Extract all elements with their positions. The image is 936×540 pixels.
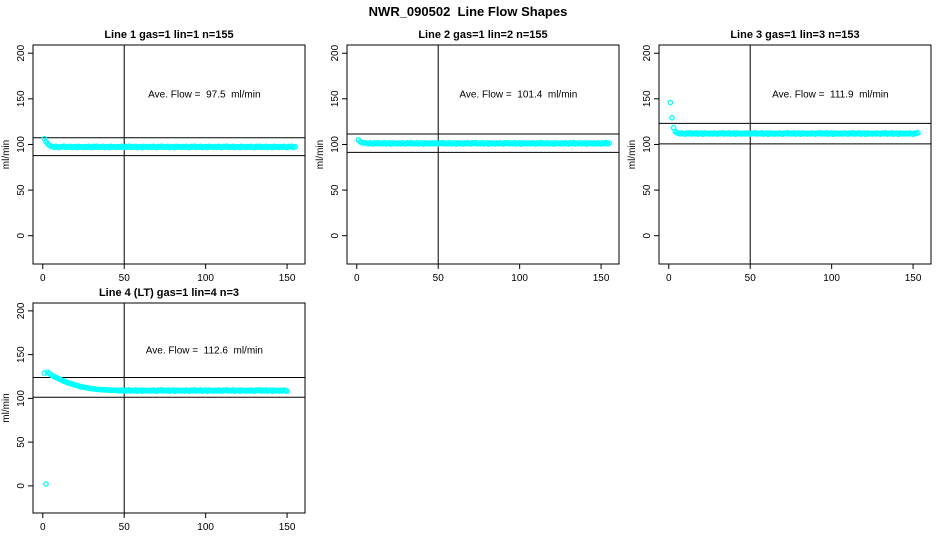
y-tick-label: 100	[330, 136, 341, 153]
main-title: NWR_090502 Line Flow Shapes	[368, 4, 568, 19]
y-tick-label: 0	[16, 483, 27, 489]
y-tick-label: 50	[16, 436, 27, 448]
data-point	[667, 99, 674, 106]
y-tick-label: 100	[16, 390, 27, 407]
x-tick-label: 50	[119, 522, 131, 533]
data-point	[915, 129, 921, 136]
y-tick-label: 50	[330, 184, 341, 196]
subplot-line-4: 0 50 100 150 0 50 100 150 200 ml/min Line 4 (LT) g…	[1, 287, 306, 533]
subplot-line-1: 0 50 100 150 0 50 100 150 200 ml/min Line 1 gas=1 …	[1, 29, 306, 284]
avg-flow-annotation: Ave. Flow = 111.9 ml/min	[772, 90, 888, 101]
x-tick-label: 0	[666, 273, 672, 284]
y-axis-label: ml/min	[627, 140, 638, 169]
data-points	[41, 135, 299, 151]
plot-box	[346, 44, 620, 265]
y-axis-label: ml/min	[1, 140, 12, 169]
y-tick-label: 200	[16, 302, 27, 319]
x-tick-label: 100	[197, 522, 214, 533]
y-tick-label: 150	[16, 346, 27, 363]
x-tick-label: 150	[279, 522, 296, 533]
data-points	[667, 99, 921, 138]
data-points	[355, 136, 613, 147]
subplot-line-3: 0 50 100 150 0 50 100 150 200 ml/min Line 3 gas=1 …	[627, 29, 932, 284]
x-tick-label: 100	[197, 273, 214, 284]
x-tick-label: 0	[354, 273, 360, 284]
subplot-title: Line 4 (LT) gas=1 lin=4 n=3	[99, 287, 239, 299]
avg-flow-annotation: Ave. Flow = 97.5 ml/min	[148, 90, 260, 101]
subplot-title: Line 1 gas=1 lin=1 n=155	[104, 29, 233, 41]
x-tick-label: 150	[905, 273, 922, 284]
data-point	[284, 388, 290, 395]
x-tick-label: 150	[593, 273, 610, 284]
data-points	[41, 369, 290, 487]
y-tick-label: 0	[642, 232, 653, 238]
y-tick-label: 50	[16, 184, 27, 196]
y-tick-label: 150	[642, 90, 653, 107]
data-point	[292, 143, 299, 150]
y-axis-label: ml/min	[1, 393, 12, 422]
subplot-line-2: 0 50 100 150 0 50 100 150 200 ml/min Line 2 gas=1 …	[315, 29, 620, 284]
x-tick-label: 0	[40, 522, 46, 533]
y-tick-label: 200	[330, 44, 341, 61]
x-tick-label: 50	[119, 273, 131, 284]
y-tick-label: 150	[330, 90, 341, 107]
avg-flow-annotation: Ave. Flow = 112.6 ml/min	[146, 345, 263, 356]
y-tick-label: 100	[642, 136, 653, 153]
x-tick-label: 50	[745, 273, 757, 284]
avg-flow-annotation: Ave. Flow = 101.4 ml/min	[459, 90, 577, 101]
y-tick-label: 0	[330, 232, 341, 238]
plot-box	[658, 44, 932, 265]
x-tick-label: 100	[823, 273, 840, 284]
subplot-title: Line 2 gas=1 lin=2 n=155	[418, 29, 547, 41]
x-tick-label: 150	[279, 273, 296, 284]
y-tick-label: 50	[642, 184, 653, 196]
x-tick-label: 50	[433, 273, 445, 284]
x-tick-label: 100	[511, 273, 528, 284]
y-tick-label: 200	[642, 44, 653, 61]
y-tick-label: 100	[16, 136, 27, 153]
subplot-title: Line 3 gas=1 lin=3 n=153	[730, 29, 859, 41]
y-tick-label: 200	[16, 44, 27, 61]
data-point	[606, 140, 613, 147]
data-point	[669, 114, 675, 121]
y-tick-label: 150	[16, 90, 27, 107]
y-tick-label: 0	[16, 232, 27, 238]
data-point	[43, 481, 49, 487]
plot-box	[32, 302, 306, 514]
x-tick-label: 0	[40, 273, 46, 284]
plot-box	[32, 44, 306, 265]
y-axis-label: ml/min	[315, 140, 326, 169]
